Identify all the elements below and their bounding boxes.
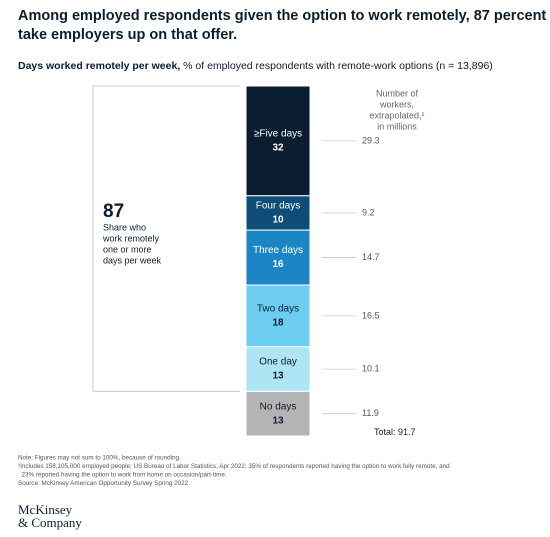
bar-segment	[245, 390, 311, 437]
bracket-label: Share who	[103, 222, 146, 232]
workers-header: extrapolated,¹	[369, 110, 424, 120]
workers-value: 9.2	[362, 207, 375, 217]
workers-value: 16.5	[362, 310, 380, 320]
workers-value: 29.3	[362, 135, 380, 145]
segment-label: One day	[259, 357, 297, 368]
bracket-value: 87	[103, 201, 124, 222]
bar-segment	[245, 195, 311, 231]
chart-title: Among employed respondents given the opt…	[18, 8, 546, 24]
segment-label: Three days	[253, 245, 303, 256]
logo: & Company	[18, 515, 82, 530]
bar-segment	[245, 346, 311, 392]
note: Source: McKinsey American Opportunity Su…	[18, 480, 189, 487]
total: Total: 91.7	[374, 427, 416, 437]
logo: McKinsey	[18, 502, 73, 517]
workers-value: 14.7	[362, 252, 380, 262]
segment-label: No days	[260, 401, 297, 412]
bracket-label: work remotely	[102, 233, 160, 243]
subtitle-text: % of employed respondents with remote-wo…	[183, 60, 493, 72]
segment-label: ≥Five days	[254, 129, 302, 140]
total-value: 91.7	[398, 427, 416, 437]
workers-header: Number of	[376, 88, 419, 98]
value-label: 32	[272, 143, 284, 154]
note: 23% reported having the option to work f…	[18, 472, 227, 479]
workers-header: in millions	[377, 121, 417, 131]
value-label: 18	[272, 318, 284, 329]
bracket-label: one or more	[103, 244, 152, 254]
workers-value: 10.1	[362, 363, 380, 373]
total-label: Total:	[374, 427, 396, 437]
workers-header: workers,	[379, 99, 414, 109]
bracket-label: days per week	[103, 255, 162, 265]
workers-value: 11.9	[362, 408, 379, 418]
value-label: 13	[272, 415, 284, 426]
subtitle-bold: Days worked remotely per week,	[18, 60, 180, 72]
segment-label: Four days	[256, 201, 300, 212]
bar-segment	[245, 284, 311, 348]
note: Note: Figures may not sum to 100%, becau…	[18, 455, 181, 462]
bar-segment	[245, 85, 311, 197]
chart-title: take employers up on that offer.	[18, 27, 237, 43]
value-label: 13	[272, 371, 284, 382]
value-label: 10	[272, 215, 284, 226]
bracket	[92, 85, 240, 392]
note: ¹Includes 158,105,000 employed people; U…	[18, 463, 450, 470]
segment-label: Two days	[257, 304, 299, 315]
subtitle: Days worked remotely per week, % of empl…	[18, 60, 493, 72]
value-label: 16	[272, 259, 284, 270]
bar-segment	[245, 229, 311, 286]
